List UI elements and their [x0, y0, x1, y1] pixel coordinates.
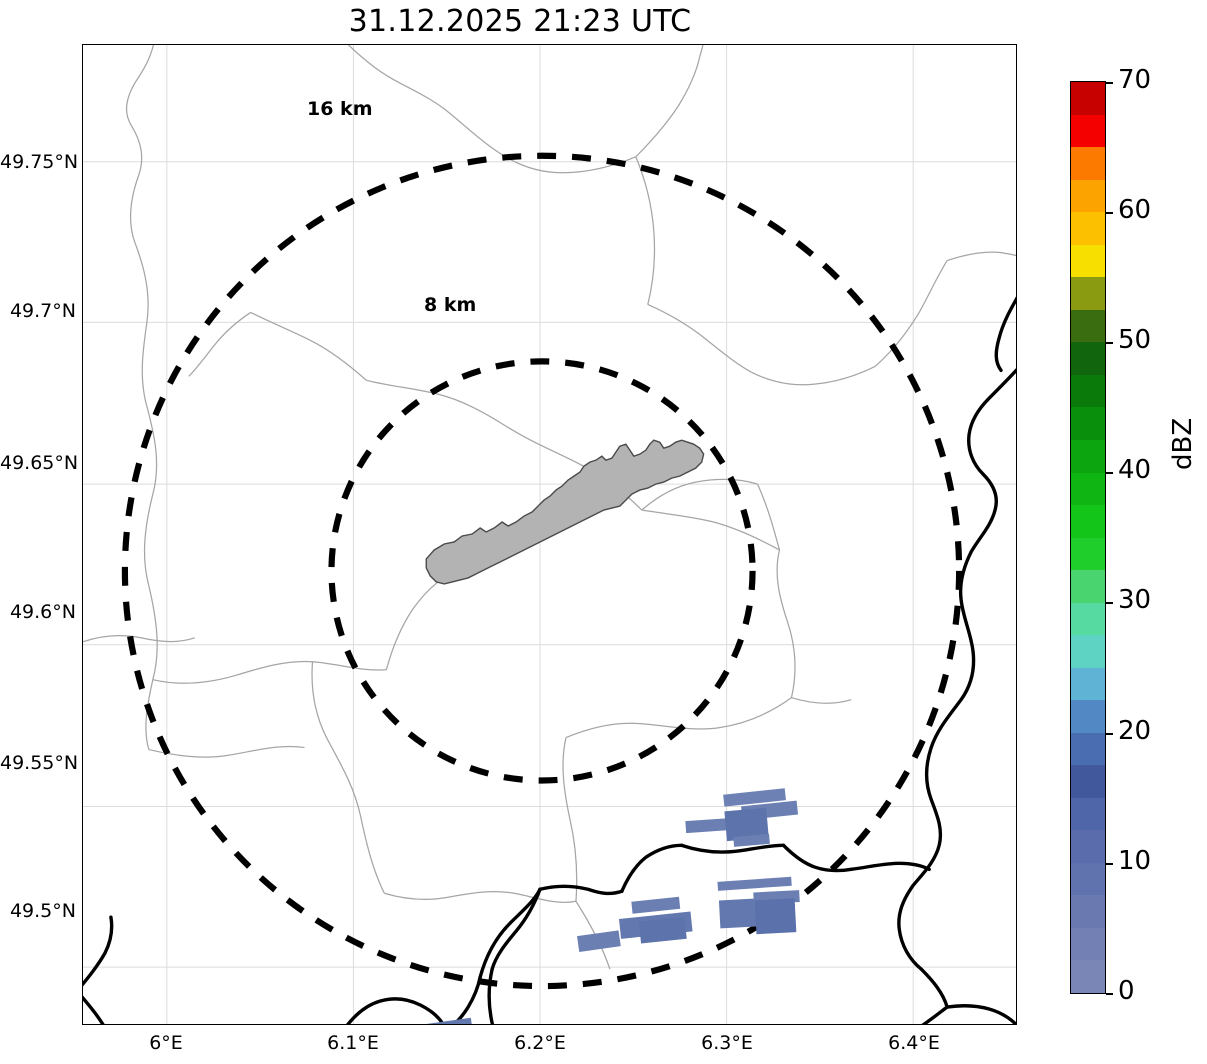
colorbar-band-9 — [1071, 667, 1105, 701]
colorbar-label-0: 0 — [1118, 976, 1135, 1006]
map-plot-area: 16 km 8 km — [82, 44, 1017, 1025]
y-tick-label-4975: 49.75°N — [0, 151, 79, 173]
colorbar-band-11 — [1071, 602, 1105, 636]
x-tick-label-64: 6.4°E — [888, 1032, 940, 1054]
range-rings — [121, 152, 963, 990]
colorbar-band-10 — [1071, 635, 1105, 668]
colorbar-band-19 — [1071, 342, 1105, 375]
colorbar-band-5 — [1071, 797, 1105, 831]
colorbar-band-15 — [1071, 472, 1105, 506]
colorbar-band-18 — [1071, 374, 1105, 408]
page-title: 31.12.2025 21:23 UTC — [348, 4, 692, 39]
colorbar-band-25 — [1071, 147, 1105, 180]
colorbar-band-13 — [1071, 537, 1105, 571]
district-boundaries — [83, 45, 1016, 970]
x-tick-label-6: 6°E — [149, 1032, 183, 1054]
y-tick-label-4955: 49.55°N — [0, 752, 79, 774]
gridlines — [83, 45, 1016, 1024]
colorbar-band-14 — [1071, 505, 1105, 538]
colorbar-band-3 — [1071, 862, 1105, 896]
colorbar-label-10: 10 — [1118, 846, 1152, 876]
colorbar-label-70: 70 — [1118, 65, 1152, 95]
radar-echoes — [423, 788, 800, 1024]
urban-area-polygon — [425, 439, 705, 585]
colorbar — [1070, 81, 1106, 994]
colorbar-band-1 — [1071, 927, 1105, 961]
colorbar-band-24 — [1071, 179, 1105, 213]
map-canvas — [83, 45, 1016, 1024]
colorbar-band-20 — [1071, 309, 1105, 343]
colorbar-tick-70 — [1106, 82, 1113, 84]
colorbar-tick-60 — [1106, 212, 1113, 214]
range-ring-8km — [328, 358, 756, 784]
colorbar-band-6 — [1071, 765, 1105, 798]
colorbar-tick-0 — [1106, 993, 1113, 995]
range-ring-16km — [121, 152, 963, 990]
range-ring-label-8km: 8 km — [424, 294, 477, 316]
colorbar-band-16 — [1071, 439, 1105, 473]
colorbar-title: dBZ — [1168, 417, 1198, 470]
colorbar-band-17 — [1071, 407, 1105, 440]
colorbar-tick-50 — [1106, 342, 1113, 344]
colorbar-band-8 — [1071, 700, 1105, 733]
colorbar-band-2 — [1071, 895, 1105, 928]
colorbar-label-40: 40 — [1118, 455, 1152, 485]
x-tick-label-63: 6.3°E — [701, 1032, 753, 1054]
colorbar-label-20: 20 — [1118, 716, 1152, 746]
y-tick-label-496: 49.6°N — [9, 601, 76, 623]
colorbar-band-7 — [1071, 732, 1105, 766]
colorbar-band-12 — [1071, 570, 1105, 603]
colorbar-label-50: 50 — [1118, 325, 1152, 355]
y-tick-label-4965: 49.65°N — [0, 452, 79, 474]
colorbar-label-30: 30 — [1118, 585, 1152, 615]
colorbar-band-4 — [1071, 830, 1105, 863]
range-ring-label-16km: 16 km — [307, 98, 373, 120]
colorbar-band-22 — [1071, 244, 1105, 278]
colorbar-tick-10 — [1106, 863, 1113, 865]
x-tick-label-62: 6.2°E — [514, 1032, 566, 1054]
colorbar-tick-30 — [1106, 602, 1113, 604]
x-tick-label-61: 6.1°E — [327, 1032, 379, 1054]
colorbar-band-26 — [1071, 114, 1105, 148]
colorbar-tick-40 — [1106, 472, 1113, 474]
colorbar-tick-20 — [1106, 733, 1113, 735]
country-border — [83, 296, 1016, 1024]
colorbar-band-23 — [1071, 212, 1105, 245]
colorbar-band-21 — [1071, 277, 1105, 310]
colorbar-band-0 — [1071, 960, 1105, 993]
colorbar-band-27 — [1071, 82, 1105, 115]
y-tick-label-497: 49.7°N — [9, 300, 76, 322]
y-tick-label-495: 49.5°N — [9, 900, 76, 922]
colorbar-label-60: 60 — [1118, 195, 1152, 225]
